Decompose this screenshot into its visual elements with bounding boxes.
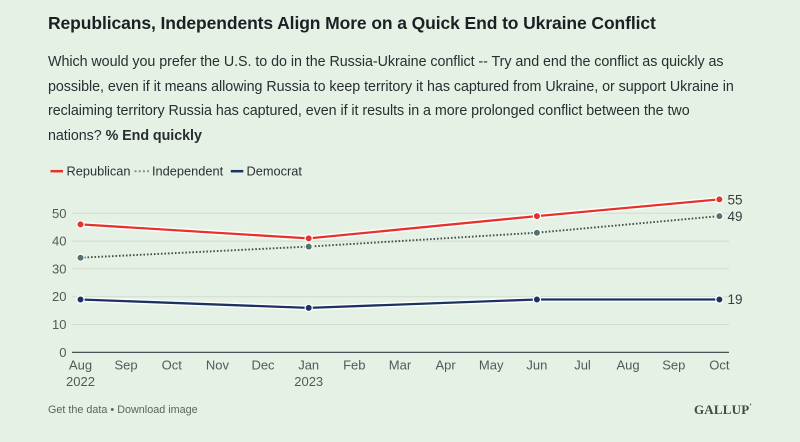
svg-text:Jul: Jul [574, 358, 591, 373]
svg-text:20: 20 [52, 289, 66, 304]
svg-text:50: 50 [52, 206, 66, 221]
svg-text:0: 0 [59, 345, 66, 360]
svg-text:55: 55 [728, 192, 743, 207]
svg-text:Republican: Republican [67, 164, 131, 179]
svg-text:2023: 2023 [294, 374, 323, 389]
svg-text:19: 19 [728, 292, 743, 307]
svg-text:Aug: Aug [617, 358, 640, 373]
svg-text:Jan: Jan [298, 358, 319, 373]
svg-text:2022: 2022 [66, 374, 95, 389]
svg-text:Sep: Sep [115, 358, 138, 373]
svg-text:Oct: Oct [162, 358, 183, 373]
svg-text:Dec: Dec [251, 358, 275, 373]
svg-text:30: 30 [52, 261, 66, 276]
svg-text:May: May [479, 358, 504, 373]
svg-text:Feb: Feb [343, 358, 365, 373]
svg-text:40: 40 [52, 234, 66, 249]
svg-text:49: 49 [728, 209, 743, 224]
svg-text:Jun: Jun [526, 358, 547, 373]
svg-text:Nov: Nov [206, 358, 230, 373]
svg-text:Oct: Oct [709, 358, 730, 373]
svg-text:Mar: Mar [389, 358, 412, 373]
svg-text:Aug: Aug [69, 358, 92, 373]
svg-text:Independent: Independent [152, 164, 224, 179]
svg-text:Apr: Apr [435, 358, 456, 373]
svg-text:10: 10 [52, 317, 66, 332]
svg-text:Sep: Sep [662, 358, 685, 373]
svg-text:Democrat: Democrat [247, 164, 303, 179]
